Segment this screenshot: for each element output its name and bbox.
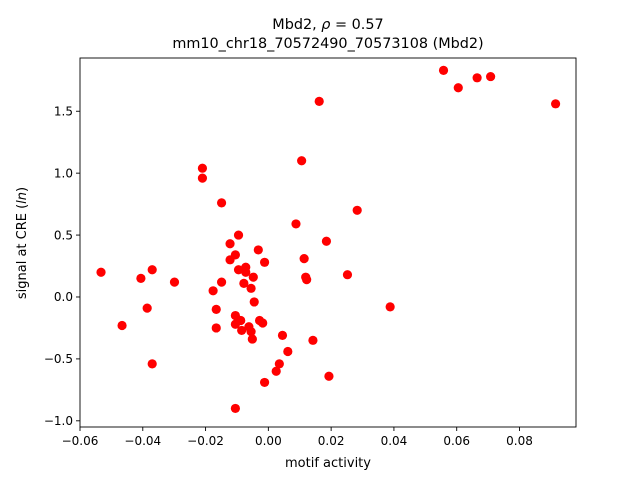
- data-point: [291, 219, 301, 229]
- data-point: [453, 83, 463, 93]
- y-tick-label: 1.5: [54, 104, 73, 118]
- data-point: [147, 265, 157, 275]
- x-tick-label: 0.00: [255, 434, 282, 448]
- data-point: [233, 230, 244, 240]
- data-point: [271, 366, 281, 376]
- data-point: [277, 330, 288, 340]
- data-point: [225, 239, 235, 249]
- data-point: [297, 156, 307, 166]
- data-point: [237, 325, 247, 336]
- data-point: [314, 96, 324, 106]
- data-point: [236, 315, 246, 326]
- data-point: [299, 253, 309, 264]
- axes-frame: [79, 57, 577, 428]
- data-point: [147, 359, 157, 369]
- data-point: [169, 277, 180, 287]
- data-point: [136, 273, 146, 284]
- data-point: [259, 257, 270, 267]
- data-point: [550, 99, 561, 109]
- data-point: [197, 163, 208, 173]
- data-point: [253, 245, 263, 255]
- data-point: [197, 173, 208, 183]
- y-tick-label: 1.0: [54, 166, 73, 180]
- data-point: [239, 278, 249, 288]
- data-point: [321, 236, 332, 246]
- data-point: [259, 377, 270, 388]
- data-point: [142, 303, 152, 313]
- data-point: [230, 250, 240, 260]
- data-point: [246, 283, 256, 293]
- chart-title-line1: Mbd2, ρ = 0.57: [272, 17, 383, 33]
- data-point: [342, 270, 353, 280]
- data-point: [308, 335, 318, 345]
- data-point: [96, 267, 106, 277]
- x-tick-label: −0.02: [187, 434, 224, 448]
- data-point: [230, 403, 240, 414]
- data-point: [324, 371, 334, 381]
- data-point: [352, 205, 362, 215]
- data-point: [233, 265, 244, 275]
- y-tick-label: 0.0: [54, 290, 73, 304]
- data-point: [438, 65, 449, 75]
- chart-title-line2: mm10_chr18_70572490_70573108 (Mbd2): [172, 36, 483, 52]
- data-point: [283, 346, 293, 357]
- y-tick-label: 0.5: [54, 228, 73, 242]
- x-tick-label: 0.06: [443, 434, 470, 448]
- x-tick-label: 0.04: [381, 434, 408, 448]
- y-tick-label: −0.5: [44, 352, 73, 366]
- data-point: [216, 198, 227, 208]
- plot-area: −0.06 −0.04 −0.02 0.00 0.02 0.04 0.06 0.08 −1.0 −…: [44, 57, 577, 448]
- x-axis-label: motif activity: [285, 456, 371, 471]
- data-point: [274, 359, 284, 369]
- data-point: [385, 302, 395, 312]
- data-point: [486, 71, 496, 82]
- data-point: [208, 286, 218, 296]
- y-tick-label: −1.0: [44, 414, 73, 428]
- data-point: [472, 73, 482, 83]
- data-point: [211, 323, 221, 333]
- data-point: [249, 297, 259, 307]
- data-point: [258, 318, 268, 328]
- data-point: [247, 334, 257, 344]
- x-tick-label: −0.06: [62, 434, 99, 448]
- data-point: [246, 327, 256, 337]
- data-point: [302, 275, 312, 285]
- data-point: [216, 277, 227, 287]
- data-point: [241, 267, 251, 277]
- y-axis-label: signal at CRE (ln): [15, 187, 30, 299]
- data-point: [117, 320, 127, 331]
- data-point: [248, 272, 258, 282]
- x-tick-label: 0.08: [506, 434, 533, 448]
- data-point: [211, 304, 221, 314]
- x-tick-label: 0.02: [318, 434, 345, 448]
- x-tick-label: −0.04: [124, 434, 161, 448]
